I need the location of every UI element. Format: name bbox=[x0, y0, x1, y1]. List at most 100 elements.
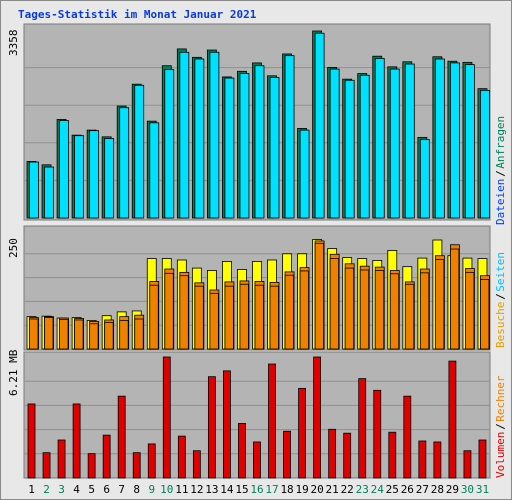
bar-rechner-27 bbox=[419, 272, 430, 350]
bar-rechner-14 bbox=[224, 285, 234, 350]
bar-volumen-7 bbox=[117, 395, 126, 479]
legend-volumen: Volumen bbox=[494, 432, 507, 478]
bar-volumen-5 bbox=[87, 453, 96, 479]
x-label-23: 23 bbox=[356, 483, 369, 496]
x-label-8: 8 bbox=[133, 483, 140, 496]
bar-volumen-12 bbox=[192, 450, 201, 479]
legend-rechner: Rechner bbox=[494, 375, 507, 422]
bar-volumen-9 bbox=[147, 443, 156, 479]
x-label-21: 21 bbox=[326, 483, 339, 496]
bar-dateien-28 bbox=[434, 58, 445, 219]
bar-rechner-9 bbox=[149, 284, 159, 350]
bar-rechner-21 bbox=[329, 258, 340, 350]
x-label-20: 20 bbox=[311, 483, 324, 496]
bar-rechner-25 bbox=[389, 273, 400, 350]
legend-separator: / bbox=[494, 293, 507, 300]
bar-dateien-30 bbox=[465, 64, 475, 219]
bar-dateien-3 bbox=[59, 120, 69, 219]
bar-volumen-21 bbox=[328, 428, 337, 479]
ymax-label-1: 250 bbox=[7, 238, 20, 258]
legend-separator: / bbox=[494, 423, 507, 430]
bar-rechner-15 bbox=[239, 283, 249, 350]
bar-rechner-22 bbox=[344, 267, 355, 350]
chart-title: Tages-Statistik im Monat Januar 2021 bbox=[18, 8, 257, 21]
bar-dateien-31 bbox=[480, 89, 490, 219]
x-label-25: 25 bbox=[386, 483, 399, 496]
bar-dateien-10 bbox=[164, 69, 175, 219]
bar-volumen-13 bbox=[207, 376, 216, 479]
bar-rechner-5 bbox=[89, 323, 99, 350]
bar-rechner-18 bbox=[284, 274, 294, 350]
bar-rechner-28 bbox=[434, 259, 445, 350]
bar-dateien-13 bbox=[209, 51, 220, 219]
bar-dateien-25 bbox=[389, 68, 400, 219]
bar-dateien-14 bbox=[224, 77, 235, 219]
bar-volumen-4 bbox=[72, 403, 81, 479]
bar-dateien-21 bbox=[329, 68, 340, 219]
bar-volumen-18 bbox=[283, 430, 291, 479]
legend-besuche: Besuche bbox=[494, 302, 507, 348]
bar-dateien-9 bbox=[149, 122, 160, 219]
x-label-14: 14 bbox=[220, 483, 234, 496]
bar-dateien-22 bbox=[344, 79, 355, 219]
bar-volumen-17 bbox=[268, 363, 276, 479]
x-label-16: 16 bbox=[250, 483, 263, 496]
bar-volumen-30 bbox=[463, 450, 472, 479]
legend-anfragen: Anfragen bbox=[494, 116, 507, 169]
x-label-12: 12 bbox=[190, 483, 203, 496]
bar-dateien-23 bbox=[359, 74, 370, 219]
bar-dateien-12 bbox=[194, 58, 205, 219]
x-label-19: 19 bbox=[295, 483, 308, 496]
bar-dateien-27 bbox=[419, 139, 430, 219]
bar-volumen-3 bbox=[57, 439, 66, 479]
bar-dateien-26 bbox=[404, 63, 415, 219]
legend-seiten: Seiten bbox=[494, 252, 507, 292]
bar-rechner-2 bbox=[44, 317, 54, 350]
bar-dateien-7 bbox=[119, 107, 130, 219]
bar-rechner-16 bbox=[254, 284, 264, 350]
bar-volumen-31 bbox=[478, 439, 487, 479]
bar-volumen-8 bbox=[132, 452, 141, 479]
bar-dateien-5 bbox=[89, 130, 100, 219]
bar-dateien-4 bbox=[74, 135, 84, 219]
bar-rechner-30 bbox=[465, 271, 475, 350]
bar-rechner-4 bbox=[74, 319, 84, 350]
x-label-6: 6 bbox=[103, 483, 110, 496]
bar-volumen-26 bbox=[403, 395, 412, 479]
ymax-label-0: 3358 bbox=[7, 30, 20, 57]
x-label-18: 18 bbox=[280, 483, 293, 496]
bar-rechner-13 bbox=[209, 292, 219, 350]
bar-rechner-20 bbox=[314, 242, 325, 350]
bar-rechner-24 bbox=[374, 270, 385, 350]
bar-dateien-20 bbox=[314, 32, 325, 219]
bar-volumen-20 bbox=[313, 356, 322, 479]
bar-rechner-1 bbox=[29, 318, 39, 350]
bar-rechner-3 bbox=[59, 319, 69, 350]
bar-volumen-24 bbox=[373, 389, 382, 479]
bar-rechner-12 bbox=[194, 285, 204, 350]
x-label-24: 24 bbox=[371, 483, 385, 496]
x-label-31: 31 bbox=[476, 483, 489, 496]
bar-volumen-19 bbox=[298, 387, 306, 479]
bar-volumen-25 bbox=[388, 431, 397, 479]
bar-volumen-6 bbox=[102, 434, 111, 479]
bar-dateien-24 bbox=[374, 58, 385, 219]
bar-dateien-17 bbox=[269, 77, 280, 219]
bar-dateien-19 bbox=[299, 129, 310, 219]
bar-rechner-26 bbox=[404, 283, 415, 350]
x-label-5: 5 bbox=[88, 483, 95, 496]
bar-volumen-29 bbox=[448, 360, 457, 479]
x-label-26: 26 bbox=[401, 483, 414, 496]
bar-dateien-6 bbox=[104, 138, 115, 219]
bar-dateien-1 bbox=[29, 161, 39, 219]
bar-dateien-18 bbox=[284, 55, 295, 219]
x-label-29: 29 bbox=[446, 483, 459, 496]
bar-dateien-15 bbox=[239, 73, 250, 219]
x-label-1: 1 bbox=[28, 483, 35, 496]
x-label-30: 30 bbox=[461, 483, 474, 496]
ymax-label-2: 6.21 MB bbox=[7, 349, 20, 396]
bar-volumen-28 bbox=[433, 441, 442, 479]
legend-separator: / bbox=[494, 170, 507, 177]
x-label-2: 2 bbox=[43, 483, 50, 496]
